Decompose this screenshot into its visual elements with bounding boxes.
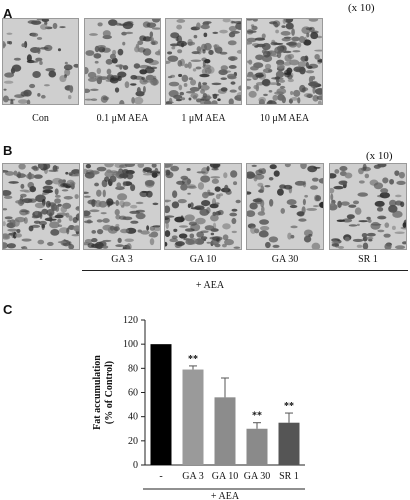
y-tick-label: 80 xyxy=(128,363,138,374)
x-tick-label: SR 1 xyxy=(279,471,299,482)
panel-a-magnification: (x 10) xyxy=(348,2,375,14)
panel-b-micrograph xyxy=(2,163,80,250)
y-axis-label: Fat accumulation xyxy=(92,355,103,430)
panel-a-micrograph xyxy=(84,18,161,105)
y-tick-label: 0 xyxy=(133,460,138,471)
y-tick-label: 100 xyxy=(123,339,138,350)
panel-a-letter: A xyxy=(3,6,13,21)
panel-b-magnification: (x 10) xyxy=(366,150,393,162)
significance-label: ** xyxy=(252,411,262,422)
panel-b-image-label: - xyxy=(39,254,43,265)
panel-a-image-label: 10 μM AEA xyxy=(259,113,310,124)
group-label: + AEA xyxy=(211,491,240,500)
x-tick-label: GA 3 xyxy=(182,471,203,482)
panel-a-image-label: Con xyxy=(32,113,49,124)
panel-a-image-label: 1 μM AEA xyxy=(181,113,226,124)
panel-b-image-label: GA 10 xyxy=(189,254,217,265)
panel-b-micrograph xyxy=(164,163,242,250)
panel-b-group-label: + AEA xyxy=(195,280,225,291)
panel-a-micrograph xyxy=(2,18,79,105)
panel-b-micrograph xyxy=(83,163,161,250)
significance-label: ** xyxy=(284,401,294,412)
panel-a-micrograph xyxy=(246,18,323,105)
fat-accumulation-chart: 0 20 40 60 80 100 120 Fat accumulation (% of Con… xyxy=(92,315,305,500)
panel-b-image-label: GA 30 xyxy=(271,254,299,265)
x-tick-label: GA 10 xyxy=(212,471,238,482)
y-tick-label: 60 xyxy=(128,388,138,399)
y-tick-label: 120 xyxy=(123,315,138,326)
panel-b-letter: B xyxy=(3,143,13,158)
x-tick-label: - xyxy=(159,471,162,482)
panel-a-image-label: 0.1 μM AEA xyxy=(96,113,149,124)
bar xyxy=(150,344,172,465)
panel-c-letter: C xyxy=(3,302,13,317)
x-tick-label: GA 30 xyxy=(244,471,270,482)
bar xyxy=(246,428,268,465)
bar xyxy=(182,369,204,465)
panel-b-image-label: GA 3 xyxy=(111,254,133,265)
panel-b-micrograph xyxy=(246,163,324,250)
bar xyxy=(278,422,300,465)
significance-label: ** xyxy=(188,354,198,365)
y-tick-label: 40 xyxy=(128,412,138,423)
panel-a-micrograph xyxy=(165,18,242,105)
y-axis-label: (% of Control) xyxy=(104,361,115,424)
y-tick-label: 20 xyxy=(128,436,138,447)
bar xyxy=(214,397,236,465)
panel-b-group-line xyxy=(82,270,408,271)
panel-b-image-label: SR 1 xyxy=(358,254,378,265)
panel-b-micrograph xyxy=(329,163,407,250)
